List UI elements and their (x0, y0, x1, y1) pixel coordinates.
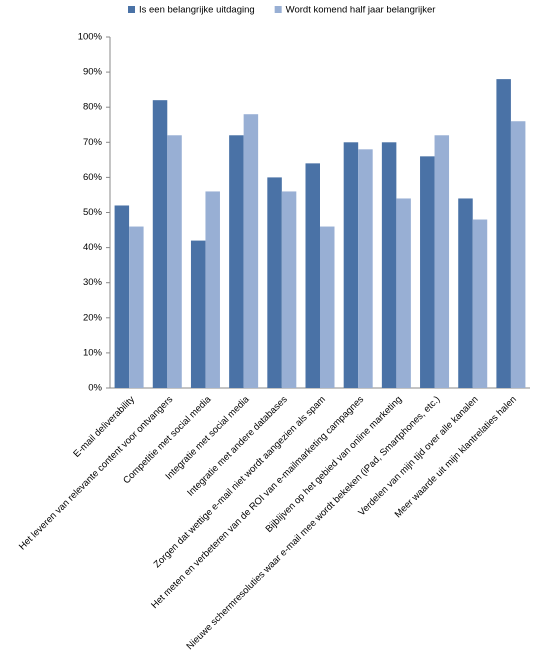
bar (152, 100, 168, 389)
legend-swatch (128, 6, 135, 13)
bar (458, 198, 473, 388)
legend-label: Wordt komend half jaar belangrijker (286, 5, 436, 16)
y-tick-label: 50% (83, 207, 103, 218)
bar (114, 205, 130, 388)
legend-swatch (274, 6, 282, 13)
bar (129, 226, 144, 388)
bar (358, 149, 373, 388)
bar (281, 191, 297, 388)
bar (472, 219, 488, 388)
bar (381, 142, 397, 388)
y-tick-label: 70% (83, 137, 103, 148)
bar (320, 226, 335, 388)
y-tick-label: 30% (83, 277, 103, 288)
y-tick-label: 40% (83, 242, 103, 253)
bar (420, 156, 435, 388)
bar (229, 135, 244, 388)
bar (396, 198, 411, 388)
bar (167, 135, 182, 388)
y-tick-label: 0% (88, 383, 102, 394)
legend-label: Is een belangrijke uitdaging (139, 5, 255, 16)
y-tick-label: 10% (83, 347, 103, 358)
bar (190, 240, 206, 388)
x-tick-label: Nieuwe schermresoluties waar e-mail mee … (185, 394, 443, 652)
x-tick-label: E-mail deliverability (71, 394, 137, 460)
bar (434, 135, 450, 388)
y-tick-label: 90% (83, 67, 103, 78)
bar (510, 121, 526, 389)
bar (343, 142, 359, 388)
y-tick-label: 80% (83, 102, 103, 113)
bar (205, 191, 220, 388)
bar (243, 114, 259, 388)
bar (496, 79, 511, 389)
bar (305, 163, 320, 388)
x-tick-label: Het leveren van relevante content voor o… (17, 394, 175, 552)
y-tick-label: 100% (78, 32, 103, 43)
x-tick-label: Bijblijven op het gebied van online mark… (264, 394, 405, 535)
y-tick-label: 60% (83, 172, 103, 183)
y-tick-label: 20% (83, 312, 103, 323)
bar (267, 177, 282, 388)
